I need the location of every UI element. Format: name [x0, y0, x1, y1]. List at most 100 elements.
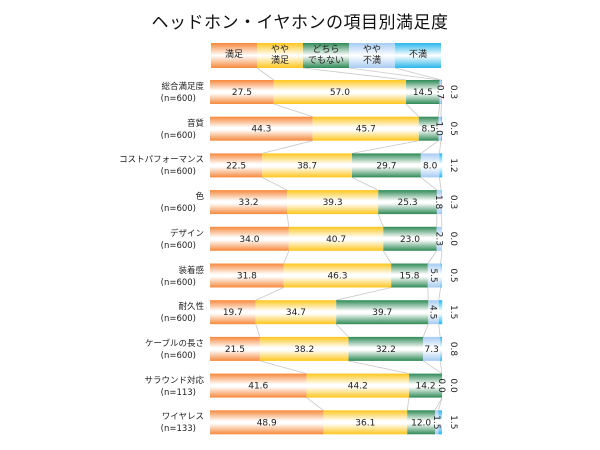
data-label: 8.5 — [421, 125, 435, 135]
data-label: 14.2 — [416, 382, 436, 392]
bar-somewhat-dissatisfied — [428, 300, 439, 325]
data-label: 27.5 — [232, 88, 252, 98]
bar-satisfied — [210, 336, 260, 361]
bar-satisfied — [210, 116, 313, 141]
bar-satisfied — [210, 410, 324, 435]
sample-size: (n=600) — [160, 204, 196, 215]
category-name: ワイヤレス — [161, 412, 204, 423]
data-label: 40.7 — [326, 235, 346, 245]
connector-line — [420, 177, 438, 191]
bar-neutral — [418, 116, 439, 141]
data-label: 1.8 — [433, 195, 443, 210]
connector-line — [286, 214, 290, 227]
category-label: サラウンド対応 (n=113) — [90, 375, 204, 399]
data-label: 1.5 — [431, 415, 441, 429]
bar-neutral — [336, 300, 429, 325]
category-label: ケーブルの長さ (n=600) — [90, 338, 204, 362]
connector-line — [259, 360, 307, 374]
bar-dissatisfied — [441, 190, 442, 215]
connector-line — [420, 140, 439, 154]
data-label: 0.3 — [448, 85, 458, 99]
category-label: コストパフォーマンス (n=600) — [90, 154, 204, 178]
bar-somewhat-satisfied — [312, 116, 419, 141]
bar-neutral — [351, 153, 421, 178]
bar-somewhat-dissatisfied — [436, 226, 442, 251]
sample-size: (n=600) — [160, 314, 196, 325]
connector-line — [440, 250, 443, 264]
legend: 満足 やや 満足 どちら でもない やや 不満 不満 — [211, 43, 441, 68]
legend-item-dissatisfied: 不満 — [395, 43, 441, 68]
legend-item-neutral: どちら でもない — [303, 43, 349, 68]
bar-neutral — [406, 80, 440, 104]
bar-dissatisfied — [439, 153, 443, 178]
data-label: 0.8 — [448, 342, 458, 357]
bar-satisfied — [210, 263, 284, 288]
bar-somewhat-dissatisfied — [438, 116, 441, 141]
category-name: サラウンド対応 — [144, 375, 204, 386]
connector-line — [434, 397, 443, 411]
connector-line — [439, 360, 443, 374]
data-label: 1.5 — [448, 305, 458, 319]
data-label: 34.7 — [286, 308, 306, 318]
data-label: 0.3 — [448, 195, 458, 209]
category-label: 色 (n=600) — [90, 191, 204, 215]
sample-size: (n=600) — [160, 94, 196, 104]
sample-size: (n=600) — [160, 277, 196, 288]
data-label: 12.0 — [411, 418, 431, 428]
bar-somewhat-dissatisfied — [435, 410, 439, 435]
category-label: 音質 (n=600) — [90, 118, 204, 142]
sample-size: (n=133) — [160, 424, 196, 435]
category-name: 装着感 — [178, 265, 204, 276]
data-label: 0.7 — [434, 85, 444, 99]
category-label: デザイン (n=600) — [90, 228, 204, 252]
bar-satisfied — [210, 190, 288, 215]
bar-somewhat-dissatisfied — [436, 190, 442, 215]
bar-somewhat-satisfied — [287, 190, 379, 215]
data-label: 39.3 — [323, 198, 343, 208]
bar-satisfied — [210, 300, 256, 325]
connector-line — [351, 177, 379, 191]
connector-line — [427, 250, 437, 264]
connector-line — [273, 103, 313, 118]
bar-dissatisfied — [438, 410, 442, 435]
data-label: 8.0 — [423, 161, 438, 171]
data-label: 32.2 — [376, 345, 396, 355]
category-name: コストパフォーマンス — [119, 155, 204, 166]
data-label: 14.5 — [413, 88, 433, 98]
connector-line — [382, 250, 392, 264]
data-label: 0.5 — [448, 122, 458, 136]
data-label: 21.5 — [225, 345, 245, 355]
bar-somewhat-dissatisfied — [427, 263, 441, 288]
category-name: ケーブルの長さ — [145, 338, 204, 349]
connector-line — [262, 177, 288, 191]
connector-line — [335, 323, 349, 338]
data-label: 44.2 — [348, 382, 368, 392]
data-label: 38.2 — [294, 345, 314, 355]
bar-neutral — [378, 190, 437, 215]
connector-line — [348, 360, 410, 374]
legend-item-somewhat-satisfied: やや 満足 — [257, 43, 303, 68]
bar-somewhat-satisfied — [306, 373, 410, 398]
bar-somewhat-satisfied — [283, 263, 392, 288]
bar-neutral — [407, 410, 436, 435]
connector-line — [405, 103, 420, 117]
connector-line — [255, 287, 284, 301]
data-label: 36.1 — [355, 418, 375, 428]
sample-size: (n=600) — [160, 350, 196, 361]
data-label: 0.5 — [448, 268, 458, 282]
connector-line — [438, 287, 442, 301]
category-name: 総合満足度 — [161, 82, 204, 92]
data-label: 1.2 — [448, 158, 458, 172]
bar-somewhat-satisfied — [288, 226, 384, 251]
bar-satisfied — [210, 226, 289, 251]
connector-line — [422, 360, 443, 374]
category-name: デザイン — [169, 228, 204, 239]
connector-line — [439, 177, 442, 191]
bar-satisfied — [210, 373, 307, 398]
data-label: 2.3 — [433, 232, 443, 246]
data-label: 38.7 — [297, 161, 317, 171]
bar-dissatisfied — [441, 80, 442, 104]
connector-line — [351, 140, 419, 154]
sample-size: (n=600) — [160, 167, 196, 178]
data-label: 5.5 — [428, 268, 438, 282]
